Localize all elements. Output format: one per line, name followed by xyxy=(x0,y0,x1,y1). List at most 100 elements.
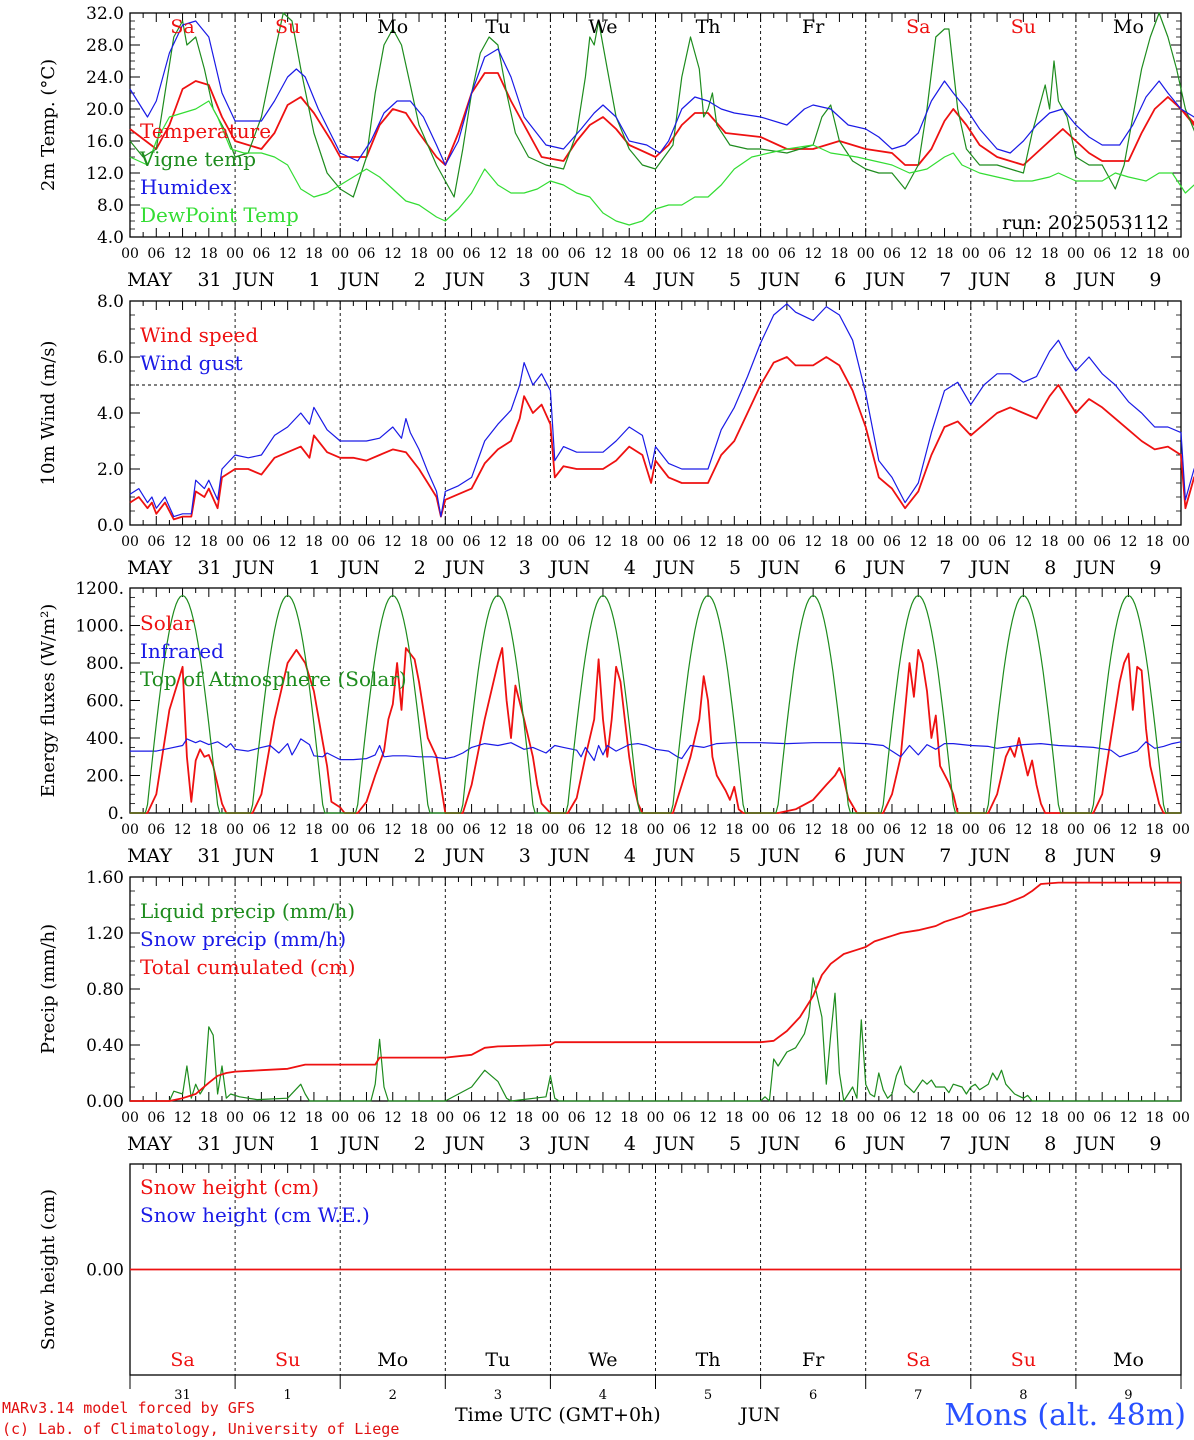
date-day-label: 5 xyxy=(729,557,741,579)
weekday-label: We xyxy=(588,1349,617,1371)
hour-tick-label: 18 xyxy=(725,534,743,550)
hour-tick-label: 18 xyxy=(620,246,638,262)
hour-tick-label: 06 xyxy=(1093,534,1111,550)
hour-tick-label: 12 xyxy=(594,534,612,550)
y-tick-label: 0.0 xyxy=(97,516,124,536)
date-month-label: JUN xyxy=(1073,269,1115,291)
date-month-label: JUN xyxy=(1073,557,1115,579)
hour-tick-label: 12 xyxy=(594,1110,612,1126)
hour-tick-label: 12 xyxy=(174,1110,192,1126)
date-day-label: 1 xyxy=(309,557,321,579)
legend-entry: Top of Atmosphere (Solar) xyxy=(140,667,407,691)
date-month-label: JUN xyxy=(548,557,590,579)
hour-tick-label: 00 xyxy=(962,534,980,550)
y-axis-label: 2m Temp. (°C) xyxy=(38,59,59,191)
hour-tick-label: 00 xyxy=(1067,1110,1085,1126)
legend-entry: Infrared xyxy=(140,639,224,663)
hour-tick-label: 06 xyxy=(147,534,165,550)
y-tick-label: 8.0 xyxy=(97,292,124,312)
hour-tick-label: 06 xyxy=(778,534,796,550)
day-number-label: 7 xyxy=(914,1388,922,1403)
legend-entry: Total cumulated (cm) xyxy=(140,955,356,979)
hour-tick-label: 00 xyxy=(752,1110,770,1126)
date-day-label: 7 xyxy=(939,1133,951,1155)
hour-tick-label: 06 xyxy=(673,246,691,262)
weekday-label: Sa xyxy=(170,16,194,38)
hour-tick-label: 00 xyxy=(436,822,454,838)
hour-tick-label: 00 xyxy=(962,1110,980,1126)
y-tick-label: 4.0 xyxy=(97,404,124,424)
hour-tick-label: 18 xyxy=(1041,1110,1059,1126)
y-tick-label: 16.0 xyxy=(86,132,124,152)
hour-tick-label: 18 xyxy=(1041,822,1059,838)
hour-tick-label: 00 xyxy=(226,822,244,838)
hour-tick-label: 18 xyxy=(410,246,428,262)
series-line-humidex xyxy=(129,20,1194,166)
legend-entry: Wind speed xyxy=(140,323,258,347)
weekday-label: Sa xyxy=(170,1349,194,1371)
hour-tick-label: 00 xyxy=(857,1110,875,1126)
date-month-label: JUN xyxy=(548,1133,590,1155)
date-month-label: JUN xyxy=(338,269,380,291)
hour-tick-label: 12 xyxy=(699,1110,717,1126)
hour-tick-label: 12 xyxy=(804,1110,822,1126)
hour-tick-label: 12 xyxy=(1120,246,1138,262)
date-month-label: MAY xyxy=(127,845,172,867)
hour-tick-label: 06 xyxy=(358,822,376,838)
hour-tick-label: 06 xyxy=(883,822,901,838)
hour-tick-label: 18 xyxy=(936,246,954,262)
weekday-label: Tu xyxy=(485,16,510,38)
date-day-label: 9 xyxy=(1149,269,1161,291)
date-month-label: JUN xyxy=(968,557,1010,579)
hour-tick-label: 18 xyxy=(620,534,638,550)
hour-tick-label: 12 xyxy=(909,822,927,838)
weekday-label: Mo xyxy=(1113,1349,1144,1371)
hour-tick-label: 18 xyxy=(936,534,954,550)
hour-tick-label: 12 xyxy=(489,534,507,550)
hour-tick-label: 12 xyxy=(699,246,717,262)
hour-tick-label: 12 xyxy=(279,534,297,550)
y-tick-label: 1.20 xyxy=(86,924,124,944)
series-line-total-cumulated-cm- xyxy=(130,881,1181,1102)
hour-tick-label: 12 xyxy=(384,1110,402,1126)
hour-tick-label: 12 xyxy=(489,822,507,838)
date-day-label: 7 xyxy=(939,845,951,867)
y-tick-label: 28.0 xyxy=(86,36,124,56)
hour-tick-label: 12 xyxy=(174,246,192,262)
y-tick-label: 24.0 xyxy=(86,68,124,88)
legend-entry: Solar xyxy=(140,611,194,635)
weekday-label: Th xyxy=(696,1349,721,1371)
weekday-label: Mo xyxy=(377,1349,408,1371)
hour-tick-label: 18 xyxy=(515,246,533,262)
x-axis-title: Time UTC (GMT+0h) xyxy=(455,1404,661,1426)
weekday-label: Su xyxy=(1011,16,1036,38)
hour-tick-label: 12 xyxy=(699,534,717,550)
hour-tick-label: 06 xyxy=(358,1110,376,1126)
y-axis-label: Snow height (cm) xyxy=(38,1189,59,1350)
date-month-label: JUN xyxy=(1073,845,1115,867)
hour-tick-label: 00 xyxy=(436,246,454,262)
y-tick-label: 2.0 xyxy=(97,460,124,480)
date-day-label: 4 xyxy=(624,845,636,867)
y-tick-label: 1000. xyxy=(75,617,124,637)
series-line-wind-speed xyxy=(129,356,1194,521)
hour-tick-label: 06 xyxy=(147,246,165,262)
date-day-label: 8 xyxy=(1044,1133,1056,1155)
weekday-label: Tu xyxy=(485,1349,510,1371)
hour-tick-label: 12 xyxy=(1014,1110,1032,1126)
hour-tick-label: 18 xyxy=(200,246,218,262)
hour-tick-label: 00 xyxy=(541,1110,559,1126)
hour-tick-label: 18 xyxy=(305,822,323,838)
hour-tick-label: 06 xyxy=(883,1110,901,1126)
weekday-label: Su xyxy=(275,1349,300,1371)
hour-tick-label: 12 xyxy=(1120,534,1138,550)
hour-tick-label: 18 xyxy=(725,246,743,262)
series-line-temperature xyxy=(129,72,1194,166)
hour-tick-label: 00 xyxy=(857,534,875,550)
hour-tick-label: 06 xyxy=(988,822,1006,838)
weekday-label: Mo xyxy=(1113,16,1144,38)
hour-tick-label: 18 xyxy=(1146,1110,1164,1126)
hour-tick-label: 06 xyxy=(988,1110,1006,1126)
hour-tick-label: 00 xyxy=(647,1110,665,1126)
